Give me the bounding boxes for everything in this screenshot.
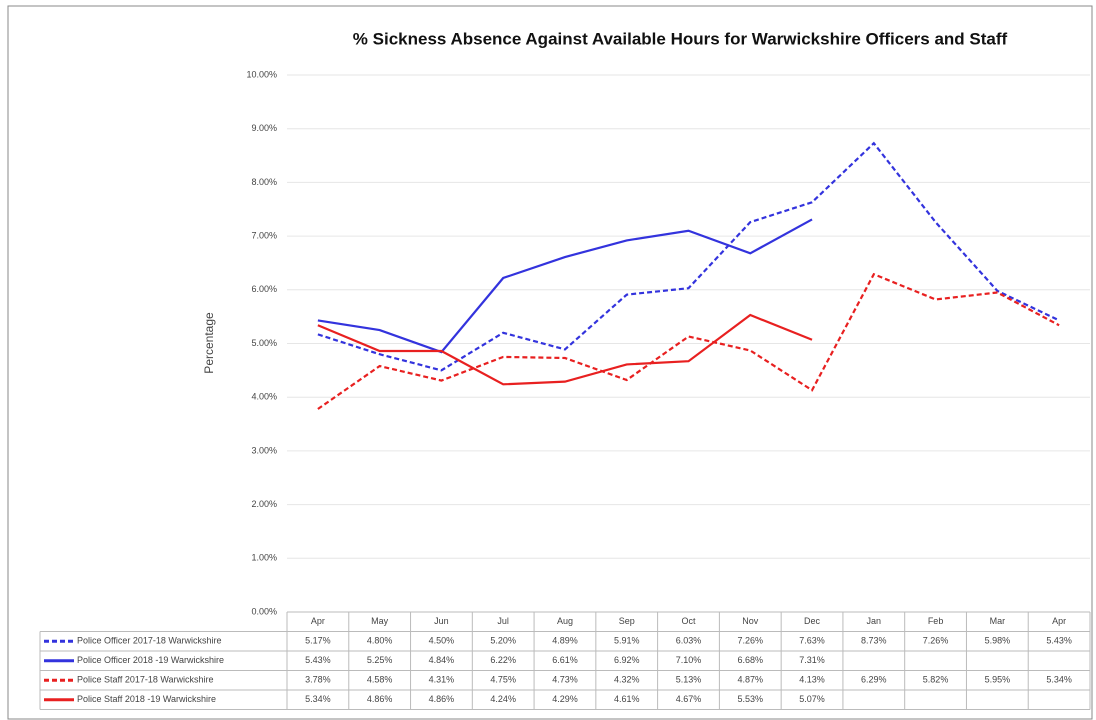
table-value: 3.78% (305, 675, 331, 685)
table-value: 4.84% (429, 655, 455, 665)
table-value: 5.98% (985, 636, 1011, 646)
x-tick-label: Dec (804, 616, 821, 626)
x-tick-label: Jun (434, 616, 449, 626)
table-value: 5.43% (305, 655, 331, 665)
table-value: 4.31% (429, 675, 455, 685)
chart-title: % Sickness Absence Against Available Hou… (353, 29, 1008, 48)
y-tick-label: 4.00% (251, 392, 277, 402)
y-tick-label: 8.00% (251, 177, 277, 187)
table-value: 4.61% (614, 694, 640, 704)
table-value: 6.92% (614, 655, 640, 665)
series-line (317, 141, 1060, 372)
table-value: 4.58% (367, 675, 393, 685)
table-value: 7.26% (738, 636, 764, 646)
table-value: 5.25% (367, 655, 393, 665)
table-value: 5.34% (1046, 675, 1072, 685)
x-tick-label: Jan (867, 616, 882, 626)
table-value: 7.63% (799, 636, 825, 646)
legend-label: Police Staff 2018 -19 Warwickshire (77, 694, 216, 704)
table-value: 4.13% (799, 675, 825, 685)
x-tick-label: May (371, 616, 389, 626)
legend-label: Police Staff 2017-18 Warwickshire (77, 675, 214, 685)
table-value: 6.61% (552, 655, 578, 665)
table-value: 5.34% (305, 694, 331, 704)
table-value: 7.10% (676, 655, 702, 665)
y-tick-label: 0.00% (251, 606, 277, 616)
table-value: 5.82% (923, 675, 949, 685)
x-tick-label: Apr (1052, 616, 1066, 626)
y-tick-label: 10.00% (246, 69, 277, 79)
legend-label: Police Officer 2017-18 Warwickshire (77, 636, 222, 646)
x-tick-label: Sep (619, 616, 635, 626)
table-value: 6.68% (738, 655, 764, 665)
table-value: 5.20% (490, 636, 516, 646)
table-value: 4.32% (614, 675, 640, 685)
series-line (317, 218, 813, 354)
table-value: 5.07% (799, 694, 825, 704)
table-value: 5.95% (985, 675, 1011, 685)
table-value: 4.67% (676, 694, 702, 704)
x-tick-label: Oct (681, 616, 696, 626)
table-value: 5.17% (305, 636, 331, 646)
y-tick-label: 5.00% (251, 338, 277, 348)
table-value: 4.24% (490, 694, 516, 704)
y-tick-label: 7.00% (251, 230, 277, 240)
table-value: 7.31% (799, 655, 825, 665)
table-value: 4.80% (367, 636, 393, 646)
table-value: 5.53% (738, 694, 764, 704)
table-value: 5.91% (614, 636, 640, 646)
y-tick-label: 6.00% (251, 284, 277, 294)
series-line (317, 272, 1060, 410)
series-line (317, 313, 813, 386)
table-value: 4.73% (552, 675, 578, 685)
table-value: 4.75% (490, 675, 516, 685)
y-tick-label: 3.00% (251, 445, 277, 455)
table-value: 6.29% (861, 675, 887, 685)
y-tick-label: 2.00% (251, 499, 277, 509)
x-tick-label: Jul (497, 616, 509, 626)
table-value: 5.13% (676, 675, 702, 685)
table-value: 7.26% (923, 636, 949, 646)
table-value: 4.29% (552, 694, 578, 704)
table-value: 5.43% (1046, 636, 1072, 646)
table-value: 8.73% (861, 636, 887, 646)
table-value: 6.22% (490, 655, 516, 665)
table-value: 4.87% (738, 675, 764, 685)
x-tick-label: Feb (928, 616, 944, 626)
y-tick-label: 9.00% (251, 123, 277, 133)
x-tick-label: Mar (990, 616, 1006, 626)
legend-label: Police Officer 2018 -19 Warwickshire (77, 655, 224, 665)
y-axis-label: Percentage (202, 312, 216, 374)
table-value: 4.89% (552, 636, 578, 646)
table-value: 4.50% (429, 636, 455, 646)
y-tick-label: 1.00% (251, 553, 277, 563)
table-value: 4.86% (367, 694, 393, 704)
x-tick-label: Aug (557, 616, 573, 626)
x-tick-label: Apr (311, 616, 325, 626)
table-value: 4.86% (429, 694, 455, 704)
table-value: 6.03% (676, 636, 702, 646)
chart-border (7, 5, 1093, 720)
x-tick-label: Nov (742, 616, 759, 626)
